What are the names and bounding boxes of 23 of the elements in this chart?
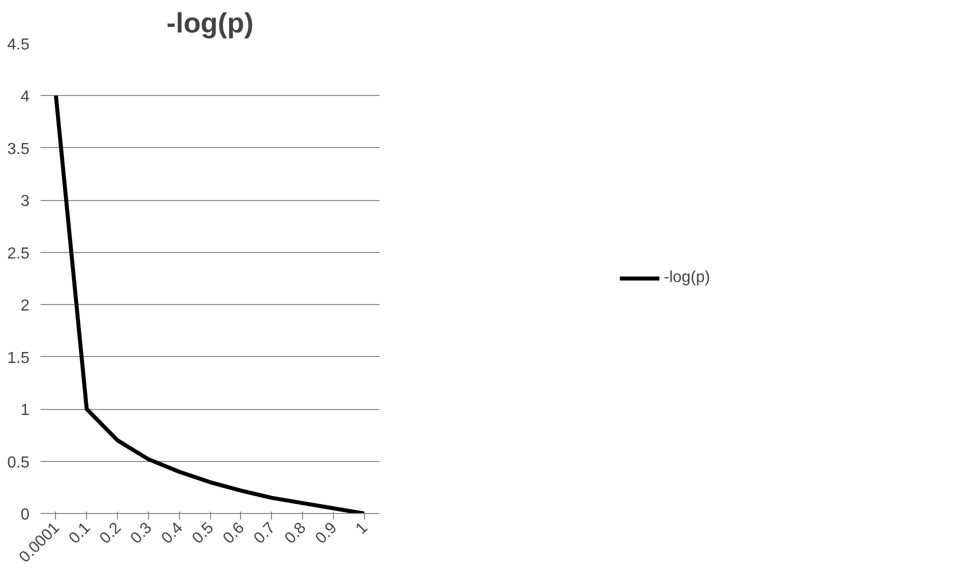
x-tick-label: 0.2 [96,519,125,548]
x-tick-label: 0.6 [220,519,248,548]
x-tick-label: 0.4 [158,519,186,548]
x-tick-label: 0.7 [250,519,279,548]
y-tick-label: 0.5 [7,454,30,472]
line-series [54,94,366,514]
x-tick-label: 0.9 [312,519,340,548]
x-tick-label: 1 [352,519,372,538]
y-tick-label: 2.5 [7,245,30,262]
y-tick-label: 3.5 [7,140,30,158]
y-tick-label: 1 [20,402,30,420]
x-tick-label: 0.3 [128,519,156,548]
x-tick-label: 0.8 [282,519,310,548]
x-tick-label: 0.1 [66,519,94,548]
x-tick-label: 0.5 [189,519,218,548]
chart-title: -log(p) [166,8,254,38]
y-tick-label: 0 [20,506,30,524]
y-tick-label: 3 [20,193,30,210]
y-tick-label: 4.5 [7,36,30,54]
y-tick-label: 1.5 [7,350,30,367]
y-tick-label: 2 [20,298,30,315]
y-tick-label: 4 [20,88,30,106]
legend-label: -log(p) [664,269,710,287]
